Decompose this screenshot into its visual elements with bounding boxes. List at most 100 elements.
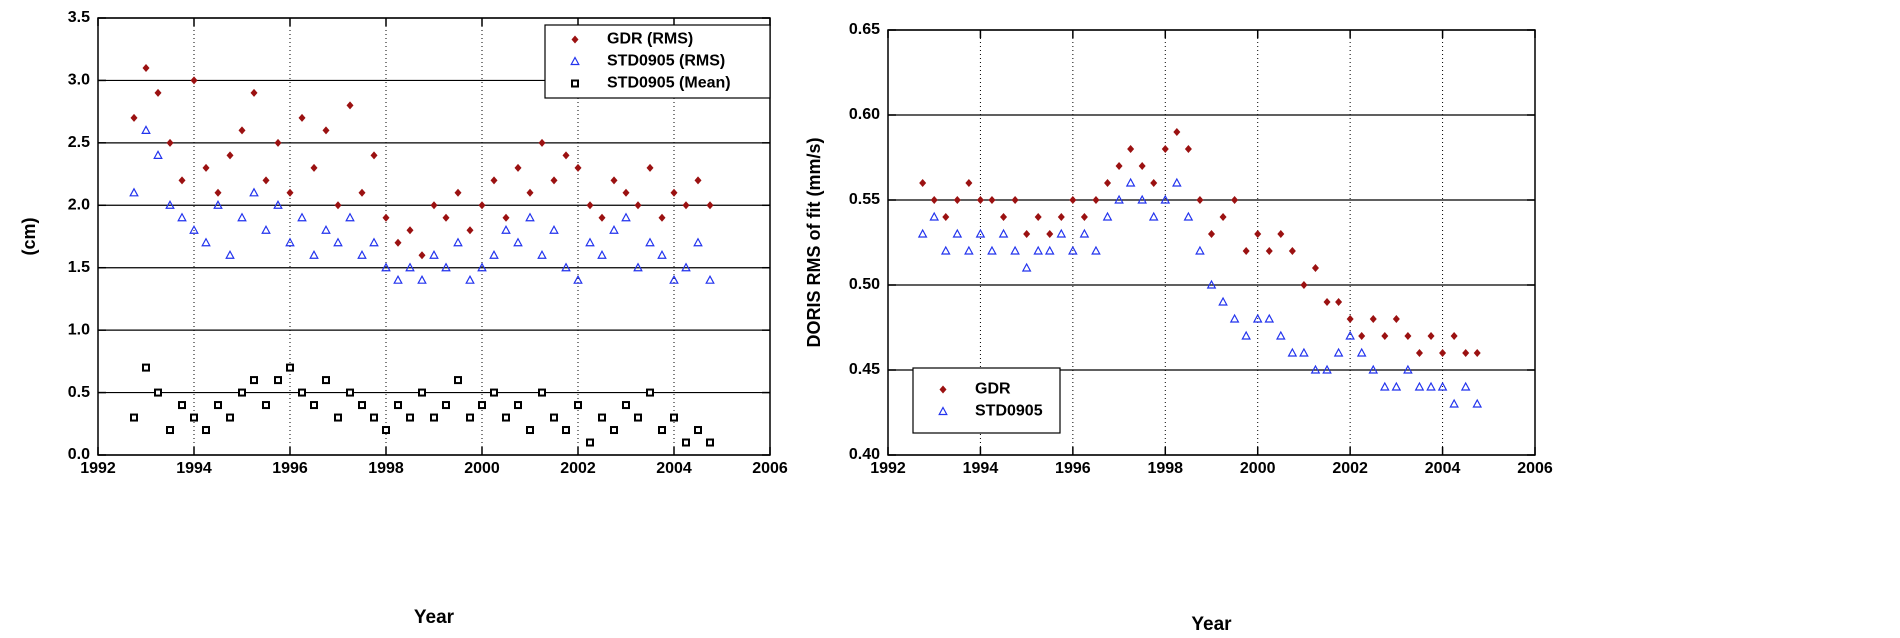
point xyxy=(1206,279,1217,289)
point xyxy=(249,187,259,197)
point xyxy=(178,401,186,410)
point xyxy=(682,201,690,210)
point xyxy=(645,237,655,247)
point xyxy=(478,201,486,210)
point xyxy=(1277,230,1285,238)
point xyxy=(1195,245,1205,255)
series xyxy=(130,363,714,447)
point xyxy=(1079,228,1090,238)
point xyxy=(1415,349,1423,357)
y-tick-label: 2.0 xyxy=(68,197,90,214)
point xyxy=(1427,332,1435,340)
point xyxy=(430,413,438,422)
point xyxy=(502,413,510,422)
point xyxy=(286,188,294,197)
point xyxy=(1102,211,1113,221)
point xyxy=(490,176,498,185)
legend-marker xyxy=(571,79,579,88)
point xyxy=(453,237,463,247)
point xyxy=(1080,213,1088,221)
point xyxy=(273,200,283,209)
point xyxy=(1172,177,1182,187)
point xyxy=(930,196,938,204)
point xyxy=(142,63,150,72)
point xyxy=(1196,196,1204,204)
point xyxy=(669,274,679,284)
point xyxy=(154,88,162,97)
point xyxy=(1069,196,1077,204)
y-tick-label: 1.5 xyxy=(68,259,90,276)
point xyxy=(202,426,210,435)
point xyxy=(406,413,414,422)
point xyxy=(1287,347,1298,357)
point xyxy=(965,179,973,187)
point xyxy=(190,413,198,422)
x-tick-label: 2006 xyxy=(1517,460,1553,477)
x-tick-label: 1992 xyxy=(870,460,906,477)
point xyxy=(394,401,402,410)
point xyxy=(393,274,403,284)
point xyxy=(142,363,150,372)
point xyxy=(681,262,691,272)
legend-box xyxy=(544,24,771,99)
y-axis-label: (cm) xyxy=(19,217,39,255)
point xyxy=(621,212,631,222)
x-tick-label: 1998 xyxy=(368,460,404,477)
point xyxy=(406,226,414,235)
point xyxy=(1310,364,1321,374)
point xyxy=(1161,145,1169,153)
point xyxy=(598,413,606,422)
x-tick-label: 2002 xyxy=(1332,460,1368,477)
point xyxy=(1358,332,1366,340)
point xyxy=(586,201,594,210)
point xyxy=(1369,315,1377,323)
point xyxy=(976,196,984,204)
point xyxy=(1091,245,1101,255)
point xyxy=(201,237,211,247)
point xyxy=(1391,381,1402,391)
point xyxy=(490,388,498,397)
point xyxy=(441,262,451,272)
point xyxy=(429,249,439,259)
point xyxy=(1265,247,1273,255)
point xyxy=(309,249,319,259)
point xyxy=(573,274,583,284)
point xyxy=(382,426,390,435)
point xyxy=(917,228,928,238)
point xyxy=(298,113,306,122)
point xyxy=(610,426,618,435)
point xyxy=(1160,194,1171,204)
point xyxy=(226,413,234,422)
x-tick-label: 1992 xyxy=(80,460,116,477)
point xyxy=(658,426,666,435)
point xyxy=(1356,347,1367,357)
point xyxy=(322,376,330,385)
point xyxy=(285,237,295,247)
point xyxy=(513,237,523,247)
point xyxy=(310,401,318,410)
x-tick-label: 1998 xyxy=(1147,460,1183,477)
point xyxy=(1335,298,1343,306)
point xyxy=(1021,262,1032,272)
y-axis-label: DORIS RMS of fit (mm/s) xyxy=(804,137,824,347)
point xyxy=(345,212,355,222)
point xyxy=(1150,179,1158,187)
point xyxy=(1114,194,1124,204)
point xyxy=(1462,349,1470,357)
point xyxy=(202,163,210,172)
point xyxy=(1127,145,1135,153)
y-tick-label: 0.0 xyxy=(68,446,90,463)
legend: GDR (RMS) STD0905 (RMS) STD0905 (Mean) xyxy=(544,24,771,99)
y-tick-label: 0.65 xyxy=(849,21,880,38)
point xyxy=(1242,247,1250,255)
point xyxy=(574,163,582,172)
point xyxy=(129,187,139,197)
point xyxy=(477,262,487,272)
point xyxy=(657,249,667,259)
point xyxy=(952,228,963,238)
point xyxy=(238,388,246,397)
point xyxy=(442,213,450,222)
point xyxy=(1323,298,1331,306)
point xyxy=(1184,145,1192,153)
legend-marker xyxy=(939,385,947,394)
